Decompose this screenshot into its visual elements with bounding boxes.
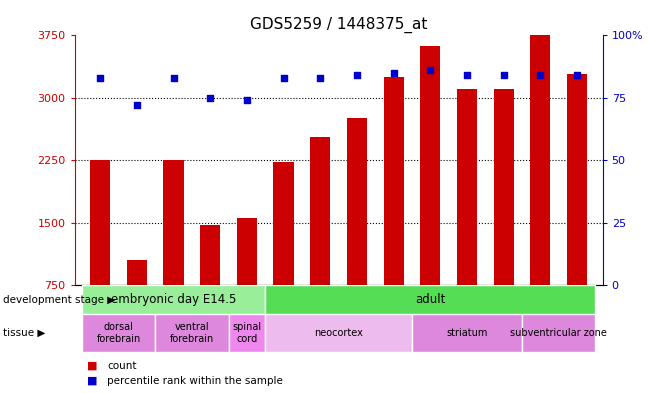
Text: subventricular zone: subventricular zone [510, 328, 607, 338]
Text: tissue ▶: tissue ▶ [3, 328, 45, 338]
Bar [82, 285, 265, 314]
Title: GDS5259 / 1448375_at: GDS5259 / 1448375_at [250, 17, 427, 33]
Bar [163, 160, 183, 285]
Bar [273, 162, 294, 285]
Bar [530, 35, 550, 285]
Bar [127, 260, 147, 285]
Text: count: count [107, 360, 137, 371]
Point [535, 72, 546, 79]
Point [462, 72, 472, 79]
Bar [457, 90, 477, 285]
Text: spinal
cord: spinal cord [233, 322, 261, 344]
Text: ■: ■ [87, 376, 98, 386]
Point [498, 72, 509, 79]
Text: ■: ■ [87, 360, 98, 371]
Text: development stage ▶: development stage ▶ [3, 295, 115, 305]
Point [572, 72, 582, 79]
Bar [522, 314, 596, 352]
Bar [265, 314, 412, 352]
Bar [384, 77, 404, 285]
Point [279, 75, 289, 81]
Point [388, 70, 399, 76]
Text: adult: adult [415, 293, 445, 306]
Bar [229, 314, 265, 352]
Bar [567, 74, 587, 285]
Bar [494, 90, 514, 285]
Text: embryonic day E14.5: embryonic day E14.5 [111, 293, 237, 306]
Bar [310, 137, 330, 285]
Bar [412, 314, 522, 352]
Point [425, 67, 435, 73]
Text: striatum: striatum [446, 328, 488, 338]
Bar [265, 285, 596, 314]
Point [242, 97, 252, 103]
Text: dorsal
forebrain: dorsal forebrain [97, 322, 141, 344]
Text: percentile rank within the sample: percentile rank within the sample [107, 376, 283, 386]
Point [168, 75, 179, 81]
Bar [347, 118, 367, 285]
Text: ventral
forebrain: ventral forebrain [170, 322, 214, 344]
Text: neocortex: neocortex [314, 328, 363, 338]
Bar [82, 314, 156, 352]
Point [95, 75, 106, 81]
Bar [237, 218, 257, 285]
Bar [156, 314, 229, 352]
Bar [200, 225, 220, 285]
Bar [420, 46, 441, 285]
Point [352, 72, 362, 79]
Point [205, 95, 215, 101]
Point [315, 75, 325, 81]
Bar [90, 160, 110, 285]
Point [132, 102, 142, 108]
